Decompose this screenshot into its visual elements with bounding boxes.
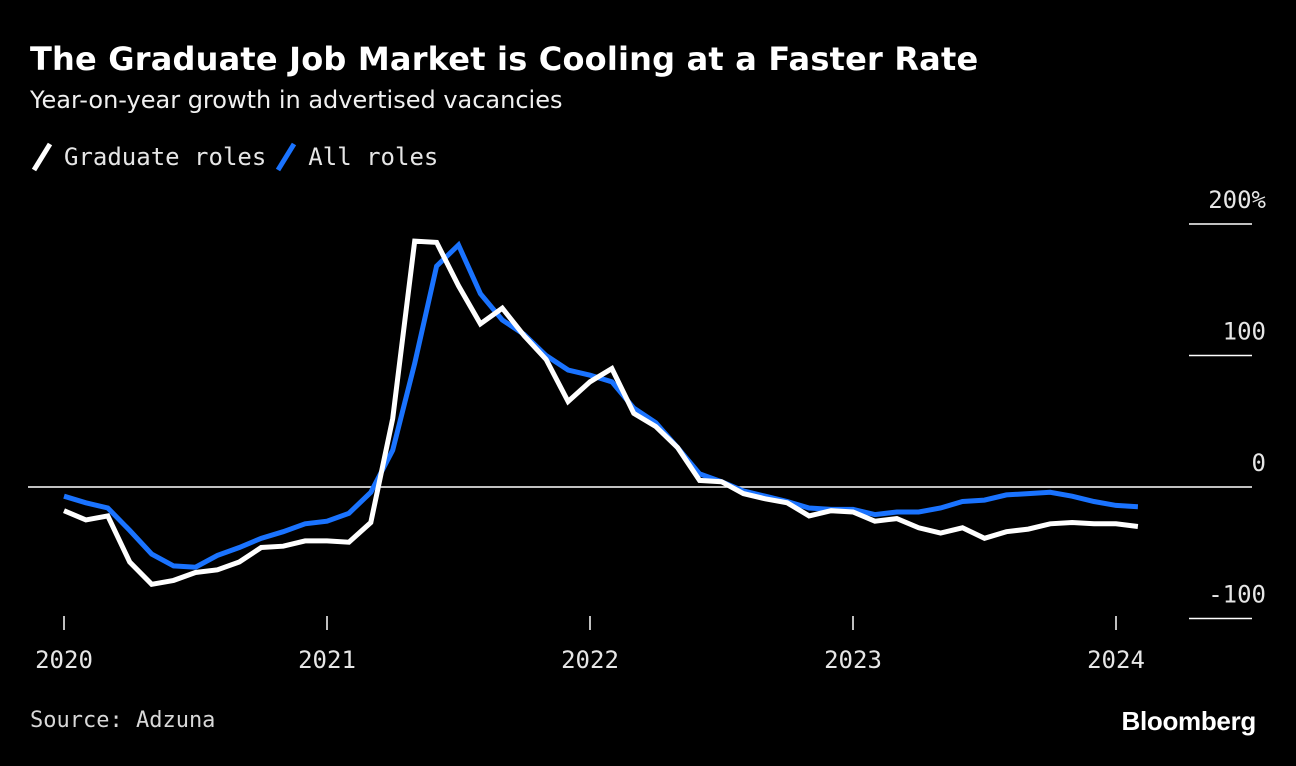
legend-item-graduate: Graduate roles xyxy=(30,140,266,174)
x-tick-label-4: 2024 xyxy=(1087,646,1145,674)
x-tick-label-3: 2023 xyxy=(824,646,882,674)
y-tick-label-2: 0 xyxy=(1252,449,1266,477)
series-line-graduate-roles xyxy=(63,238,1139,587)
y-gridlines: 200% 100 0 -100 xyxy=(28,186,1267,620)
series-line-all-roles xyxy=(63,240,1139,570)
y-tick-label-3: -100 xyxy=(1208,581,1266,609)
series-lines xyxy=(63,238,1139,587)
x-tick-label-2: 2022 xyxy=(561,646,619,674)
x-tick-label-0: 2020 xyxy=(35,646,93,674)
legend-label-graduate: Graduate roles xyxy=(64,143,267,171)
legend-swatch-all xyxy=(276,142,297,172)
chart-subtitle: Year-on-year growth in advertised vacanc… xyxy=(30,86,563,114)
bloomberg-logo: Bloomberg xyxy=(1121,706,1256,736)
legend: Graduate roles All roles xyxy=(30,140,446,174)
legend-label-all: All roles xyxy=(308,143,439,171)
x-axis: 2020 2021 2022 2023 2024 xyxy=(35,616,1145,674)
y-tick-label-0: 200% xyxy=(1208,186,1266,214)
legend-swatch-graduate xyxy=(31,142,53,172)
x-tick-label-1: 2021 xyxy=(298,646,356,674)
legend-item-all: All roles xyxy=(274,140,438,174)
source-note: Source: Adzuna xyxy=(30,708,216,733)
y-tick-label-1: 100 xyxy=(1223,318,1266,346)
chart-title: The Graduate Job Market is Cooling at a … xyxy=(30,40,979,78)
